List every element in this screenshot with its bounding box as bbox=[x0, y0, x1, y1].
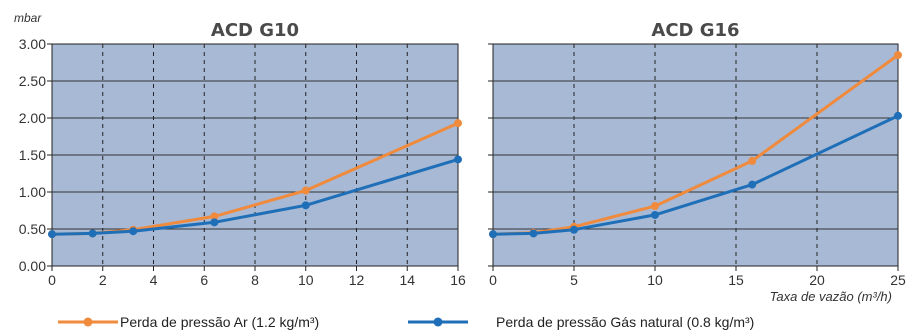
x-tick-label: 10 bbox=[298, 272, 314, 288]
y-tick-label: 2.50 bbox=[19, 73, 46, 89]
x-tick-label: 0 bbox=[48, 272, 56, 288]
data-point-gas bbox=[894, 111, 902, 120]
series-line-gas bbox=[491, 114, 900, 236]
x-tick-label: 12 bbox=[349, 272, 365, 288]
data-point-gas bbox=[88, 229, 97, 238]
data-point-gas bbox=[570, 225, 578, 234]
y-tick-label: 3.00 bbox=[19, 36, 46, 52]
x-tick-label: 2 bbox=[99, 272, 107, 288]
y-tick-label: 1.00 bbox=[19, 184, 46, 200]
x-tick-label: 6 bbox=[200, 272, 208, 288]
x-tick-label: 16 bbox=[450, 272, 466, 288]
data-point-gas bbox=[529, 229, 538, 238]
x-tick-label: 20 bbox=[809, 272, 825, 288]
data-point-gas bbox=[129, 227, 138, 236]
data-point-gas bbox=[651, 210, 659, 219]
data-point-gas bbox=[454, 155, 462, 164]
x-tick-label: 15 bbox=[728, 272, 744, 288]
y-tick-label: 1.50 bbox=[19, 147, 46, 163]
data-point-ar bbox=[454, 119, 462, 128]
data-point-ar bbox=[748, 156, 757, 165]
data-point-ar bbox=[210, 212, 219, 221]
y-tick-label: 0.50 bbox=[19, 221, 46, 237]
data-point-gas bbox=[489, 230, 497, 239]
y-tick-label: 2.00 bbox=[19, 110, 46, 126]
legend-label-ar: Perda de pressão Ar (1.2 kg/m³) bbox=[120, 314, 319, 330]
y-axis-label: mbar bbox=[14, 11, 42, 25]
data-point-gas bbox=[48, 230, 56, 239]
x-tick-label: 10 bbox=[647, 272, 663, 288]
x-tick-label: 8 bbox=[251, 272, 259, 288]
x-tick-label: 25 bbox=[890, 272, 906, 288]
legend-label-gas: Perda de pressão Gás natural (0.8 kg/m³) bbox=[496, 314, 754, 330]
data-point-ar bbox=[894, 51, 902, 60]
x-tick-label: 14 bbox=[399, 272, 415, 288]
data-point-gas bbox=[301, 201, 310, 210]
data-point-ar bbox=[651, 202, 659, 211]
series-line-gas bbox=[50, 157, 460, 236]
x-axis-label: Taxa de vazão (m³/h) bbox=[770, 289, 892, 304]
x-tick-label: 5 bbox=[570, 272, 578, 288]
panel-title: ACD G10 bbox=[211, 20, 299, 41]
x-tick-label: 4 bbox=[150, 272, 158, 288]
y-tick-label: 0.00 bbox=[19, 258, 46, 274]
legend-marker-gas bbox=[433, 317, 443, 327]
x-tick-label: 0 bbox=[489, 272, 497, 288]
data-point-gas bbox=[210, 218, 219, 227]
panel-title: ACD G16 bbox=[651, 20, 739, 41]
data-point-gas bbox=[748, 180, 757, 189]
data-point-ar bbox=[301, 186, 310, 195]
legend-marker-ar bbox=[83, 317, 93, 327]
